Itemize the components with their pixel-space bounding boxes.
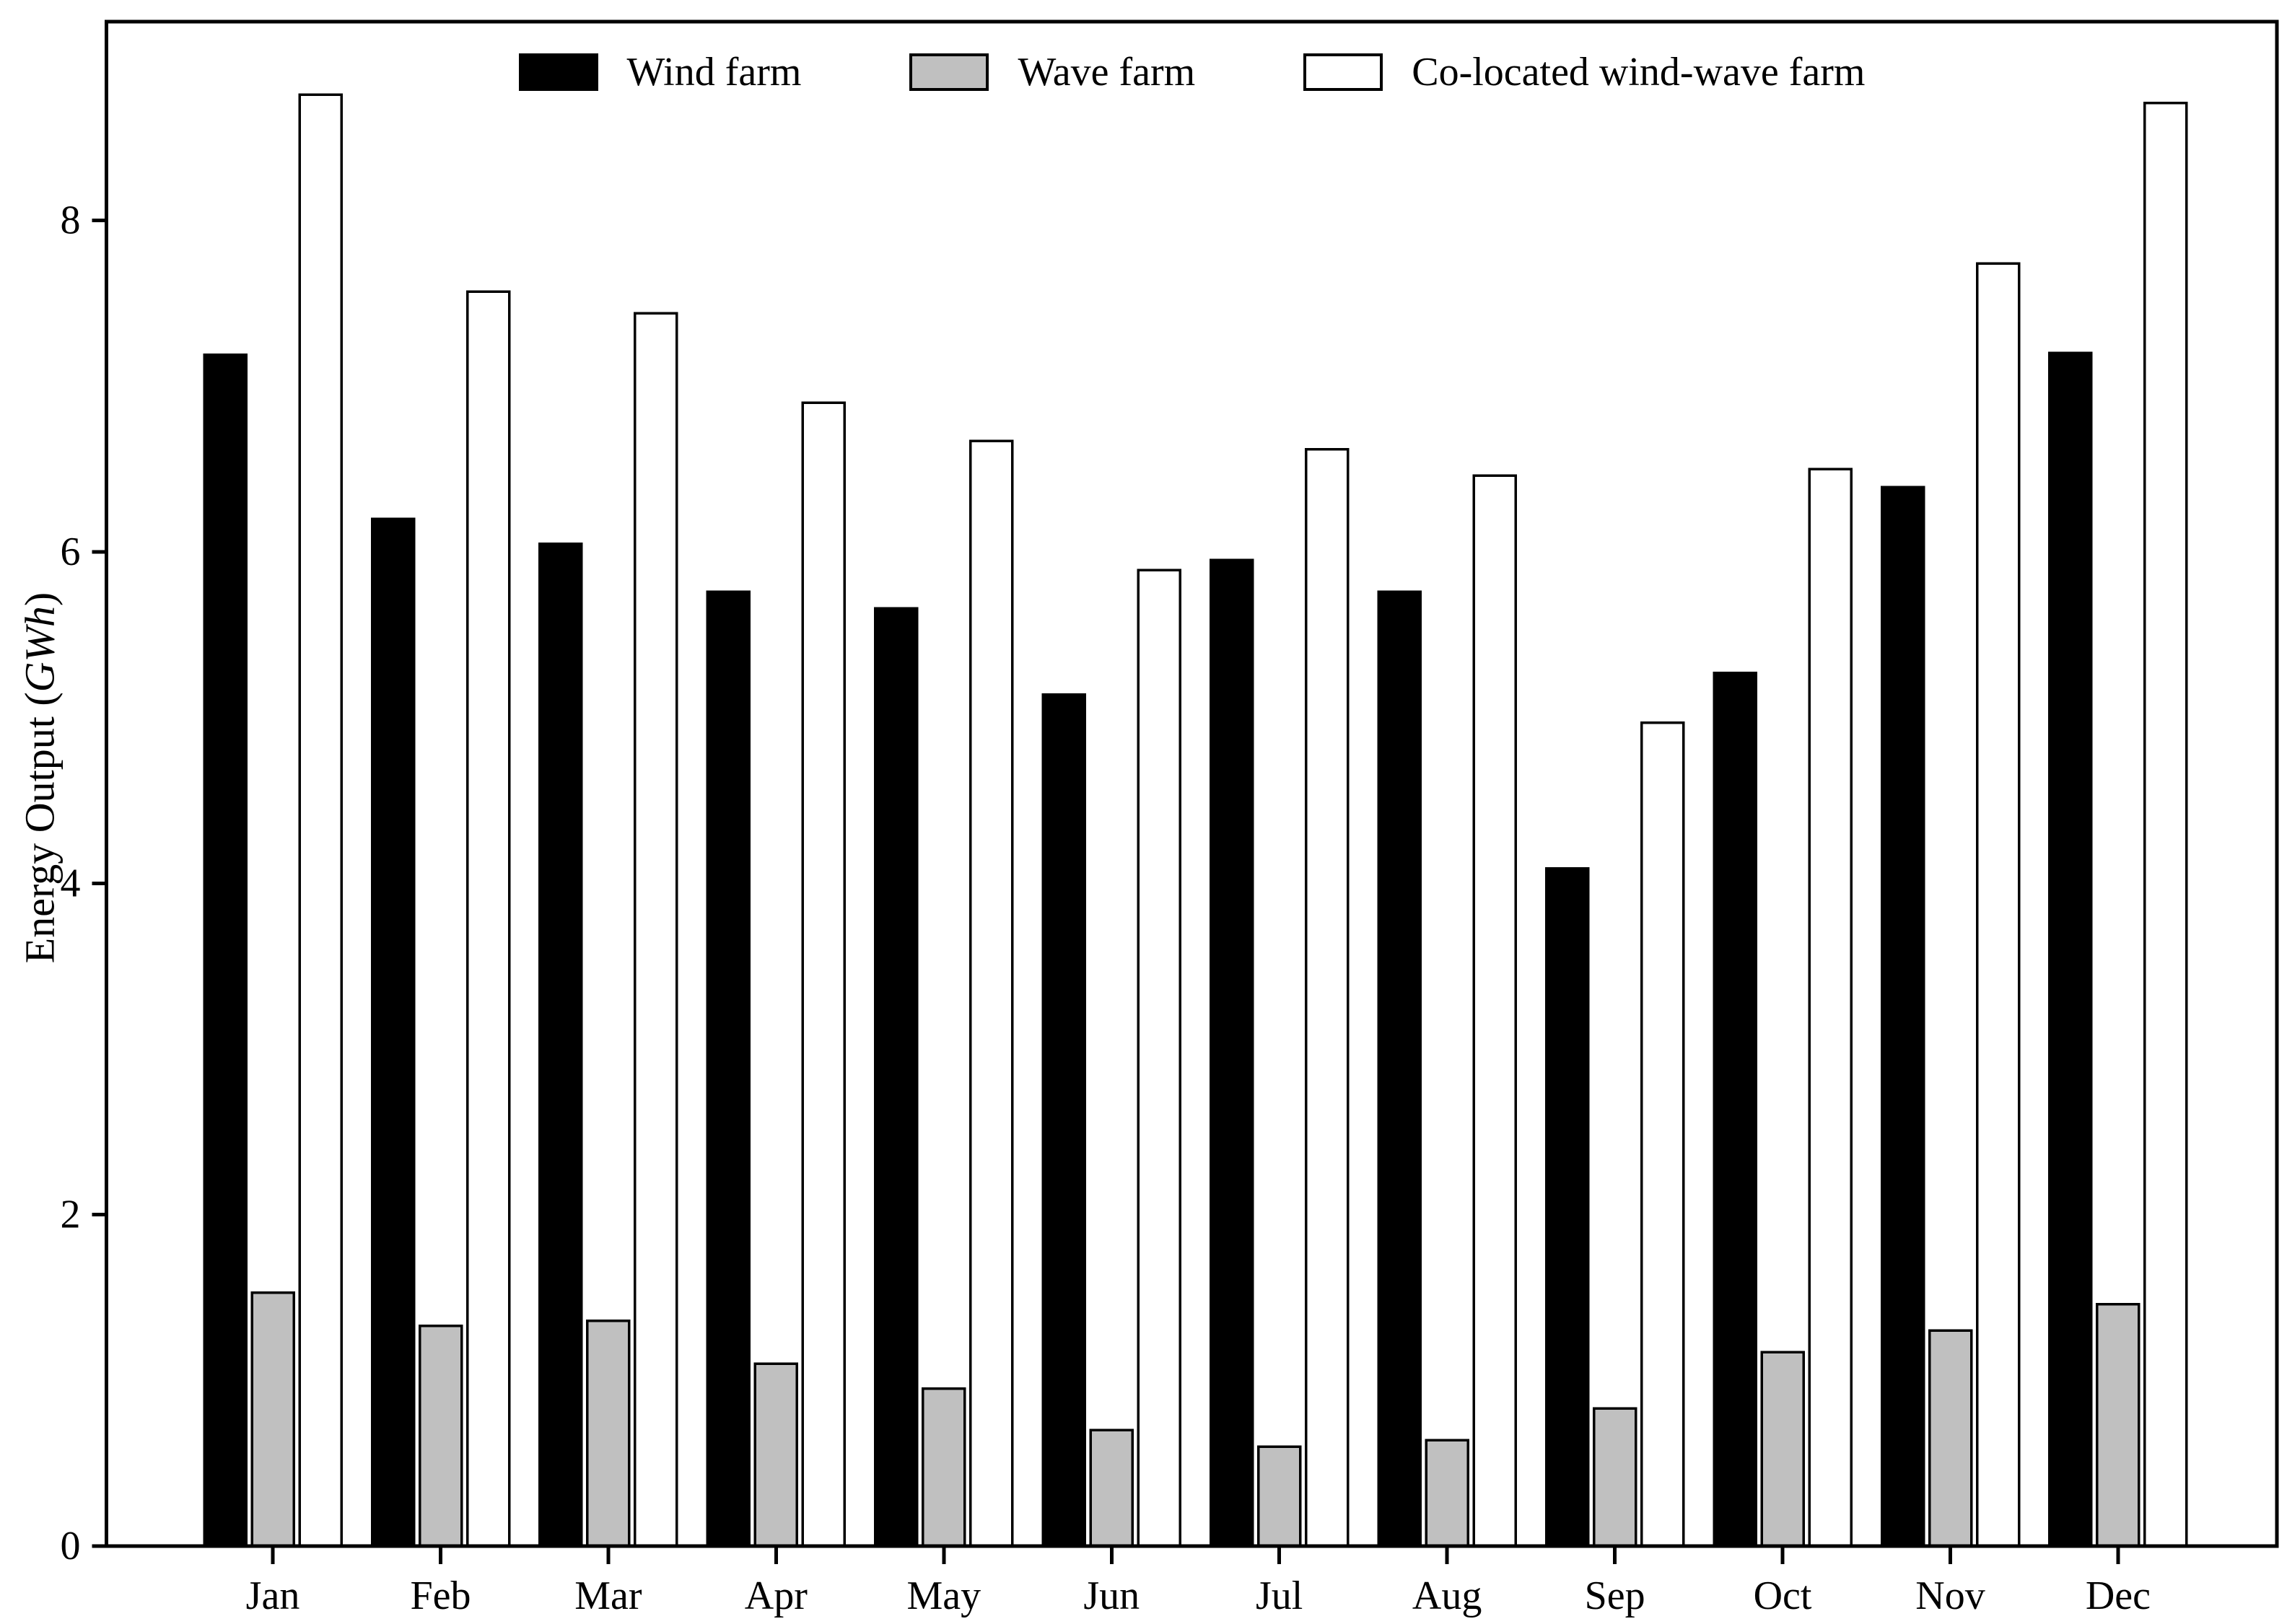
bar-oct-wave-farm [1760,1351,1805,1548]
x-tick-label-feb: Feb [410,1573,471,1618]
x-tick-label-apr: Apr [745,1573,808,1618]
bar-jan-wave-farm [250,1291,295,1548]
x-tick-label-dec: Dec [2086,1573,2151,1618]
y-axis-label-prefix: Energy Output ( [16,692,64,964]
bar-dec-co-located-wind-wave-farm [2143,101,2188,1548]
bar-oct-co-located-wind-wave-farm [1808,468,1853,1548]
y-axis-label-suffix: ) [16,592,64,607]
x-tick-label-jul: Jul [1256,1573,1303,1618]
bar-feb-wave-farm [418,1324,463,1548]
bar-jul-wind-farm [1209,558,1254,1548]
plot-border [105,19,2279,1548]
bar-apr-wave-farm [753,1362,799,1548]
bar-jul-wave-farm [1256,1445,1302,1548]
x-tick-label-may: May [906,1573,981,1618]
bar-sep-wind-farm [1544,866,1590,1548]
bar-apr-wind-farm [706,590,751,1548]
y-tick-label: 8 [61,198,81,243]
x-tick-label-mar: Mar [574,1573,642,1618]
bar-jun-wind-farm [1041,693,1087,1548]
y-axis-label: Energy Output (GWh) [16,592,64,963]
x-tick-label-nov: Nov [1915,1573,1985,1618]
x-tick-label-oct: Oct [1754,1573,1812,1618]
bar-apr-co-located-wind-wave-farm [801,401,847,1548]
bar-nov-wave-farm [1928,1329,1973,1548]
bar-jan-wind-farm [203,353,248,1548]
bar-aug-co-located-wind-wave-farm [1472,474,1517,1548]
y-tick-label: 6 [61,530,81,574]
x-tick-label-jun: Jun [1083,1573,1140,1618]
bar-aug-wave-farm [1425,1439,1469,1548]
x-tick-label-jan: Jan [246,1573,300,1618]
bar-feb-co-located-wind-wave-farm [465,290,511,1548]
y-tick-label: 4 [61,861,81,905]
bar-aug-wind-farm [1377,590,1422,1548]
bar-nov-wind-farm [1880,486,1925,1548]
bar-jul-co-located-wind-wave-farm [1304,447,1350,1548]
bar-may-wind-farm [874,607,919,1548]
bar-jan-co-located-wind-wave-farm [298,93,343,1548]
bar-mar-wind-farm [538,542,583,1548]
bar-sep-wave-farm [1592,1407,1637,1548]
bar-jun-co-located-wind-wave-farm [1137,569,1182,1548]
bar-dec-wave-farm [2096,1302,2140,1548]
x-tick-label-aug: Aug [1412,1573,1482,1618]
bar-mar-co-located-wind-wave-farm [634,312,678,1548]
bar-nov-co-located-wind-wave-farm [1975,262,2021,1548]
bar-mar-wave-farm [586,1319,631,1548]
x-tick-label-sep: Sep [1585,1573,1645,1618]
bar-may-wave-farm [922,1387,966,1548]
bar-sep-co-located-wind-wave-farm [1640,721,1685,1548]
bar-dec-wind-farm [2048,351,2093,1548]
bar-feb-wind-farm [370,517,416,1548]
bar-oct-wind-farm [1713,671,1757,1548]
y-axis-label-unit: GWh [16,606,64,693]
y-tick-label: 2 [61,1193,81,1237]
bar-jun-wave-farm [1089,1428,1134,1548]
y-tick-label: 0 [61,1524,81,1568]
bar-may-co-located-wind-wave-farm [969,439,1014,1548]
